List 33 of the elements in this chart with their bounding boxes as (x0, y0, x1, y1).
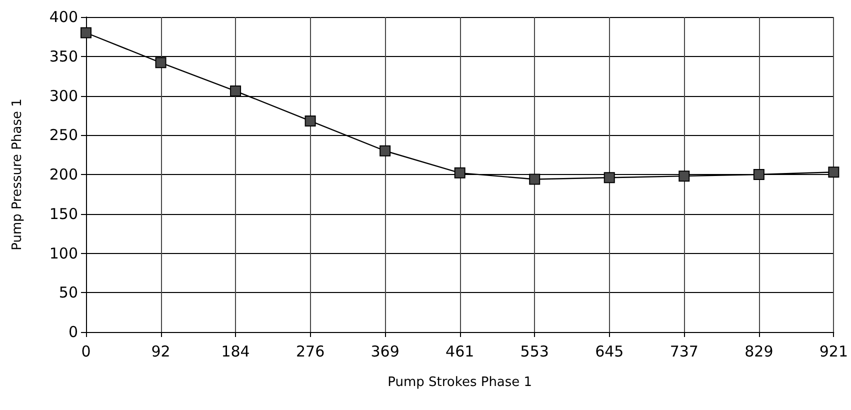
point (753, 169, 764, 180)
x-tick-label: 829 (744, 342, 774, 360)
x-tick-label: 645 (595, 342, 624, 360)
point (529, 174, 540, 185)
y-tick-label: 50 (58, 284, 78, 302)
y-tick-label: 200 (49, 166, 78, 184)
point (230, 86, 242, 97)
y-tick-label: 400 (49, 8, 78, 26)
y-tick-label: 300 (49, 86, 78, 105)
x-tick-label: 553 (520, 342, 549, 360)
x-tick-label: 921 (819, 342, 848, 360)
y-tick-label: 250 (49, 126, 78, 144)
x-tick-label: 369 (370, 342, 400, 360)
y-tick-label: 150 (49, 204, 78, 223)
point (678, 170, 690, 182)
point (380, 145, 391, 156)
point (454, 167, 466, 178)
x-tick-label: 184 (221, 342, 250, 360)
point (604, 172, 615, 184)
y-axis-title: Pump Pressure Phase 1 (10, 98, 25, 250)
x-tick-label: 0 (81, 342, 91, 360)
x-axis-title: Pump Strokes Phase 1 (388, 375, 532, 390)
point (155, 57, 166, 68)
point (304, 115, 316, 126)
y-tick-label: 350 (49, 47, 78, 66)
point (80, 27, 92, 38)
x-tick-label: 737 (670, 342, 698, 360)
point (828, 166, 840, 178)
y-tick-label: 100 (49, 244, 78, 262)
x-tick-label: 461 (446, 342, 474, 360)
y-tick-label: 0 (68, 323, 78, 341)
x-tick-label: 276 (296, 342, 325, 360)
x-tick-label: 92 (151, 342, 170, 360)
